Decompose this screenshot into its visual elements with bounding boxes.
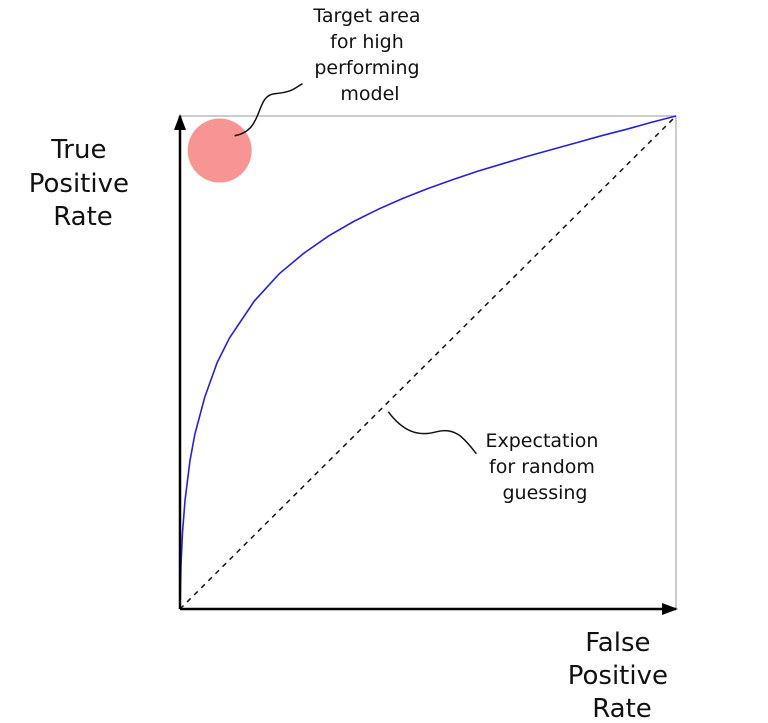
target-annotation-leader bbox=[234, 83, 303, 137]
random-guess-line bbox=[179, 115, 677, 610]
x-axis-label: False Positive Rate bbox=[568, 628, 677, 723]
y-axis-label: True Positive Rate bbox=[29, 135, 138, 232]
random-annotation-leader bbox=[387, 411, 477, 455]
target-area-circle bbox=[187, 118, 252, 183]
random-annotation-text: Expectation for random guessing bbox=[486, 430, 605, 504]
target-annotation-text: Target area for high performing model bbox=[312, 5, 426, 105]
roc-curve bbox=[179, 115, 677, 610]
